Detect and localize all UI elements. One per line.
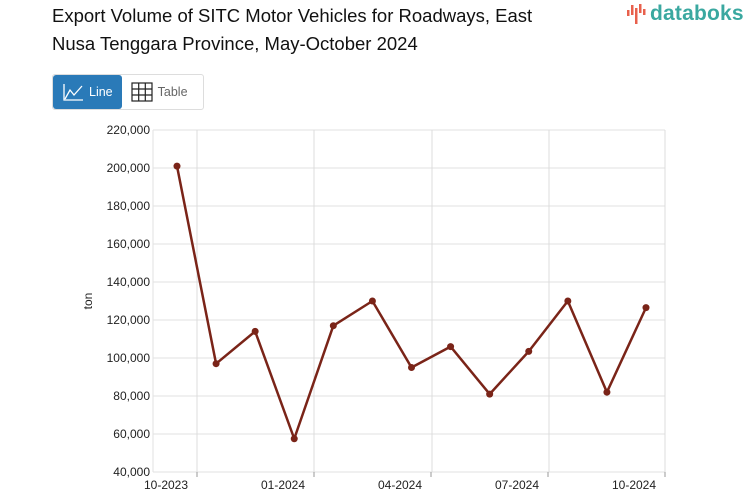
data-point bbox=[251, 327, 259, 335]
line-chart-icon bbox=[63, 84, 83, 101]
x-tick-label: 01-2024 bbox=[261, 478, 305, 492]
logo-bars-icon bbox=[627, 4, 646, 24]
x-tick-label: 04-2024 bbox=[378, 478, 422, 492]
y-axis-label: ton bbox=[81, 293, 95, 310]
y-tick-label: 100,000 bbox=[107, 351, 151, 365]
line-view-label: Line bbox=[89, 85, 113, 99]
x-tick-label: 07-2024 bbox=[495, 478, 539, 492]
logo-text: databoks bbox=[650, 2, 744, 25]
data-point bbox=[564, 297, 572, 305]
y-tick-label: 80,000 bbox=[113, 389, 150, 403]
y-tick-label: 40,000 bbox=[113, 465, 150, 479]
data-point bbox=[525, 347, 533, 355]
y-tick-label: 160,000 bbox=[107, 237, 151, 251]
data-point bbox=[329, 322, 337, 330]
table-view-label: Table bbox=[157, 85, 188, 99]
data-point bbox=[447, 343, 455, 351]
table-view-button[interactable]: Table bbox=[122, 75, 197, 109]
data-point bbox=[368, 297, 376, 305]
x-tick-label: 10-2024 bbox=[612, 478, 656, 492]
y-tick-label: 220,000 bbox=[107, 123, 151, 137]
y-tick-label: 180,000 bbox=[107, 199, 151, 213]
data-point bbox=[642, 304, 650, 312]
chart-title: Export Volume of SITC Motor Vehicles for… bbox=[52, 5, 533, 54]
y-tick-label: 120,000 bbox=[107, 313, 151, 327]
x-tick-label: 10-2023 bbox=[144, 478, 188, 492]
view-toggle: Line Table bbox=[52, 74, 204, 110]
data-point bbox=[173, 162, 181, 170]
data-point bbox=[212, 360, 220, 368]
y-tick-label: 60,000 bbox=[113, 427, 150, 441]
databoks-logo[interactable]: databoks bbox=[626, 2, 744, 26]
data-point bbox=[603, 388, 611, 396]
y-tick-label: 140,000 bbox=[107, 275, 151, 289]
data-point bbox=[290, 435, 298, 443]
series-line bbox=[175, 165, 648, 440]
data-point bbox=[408, 364, 415, 371]
y-tick-label: 200,000 bbox=[107, 161, 151, 175]
table-grid-icon bbox=[131, 82, 153, 102]
line-view-button[interactable]: Line bbox=[53, 75, 122, 109]
data-point bbox=[486, 390, 494, 398]
